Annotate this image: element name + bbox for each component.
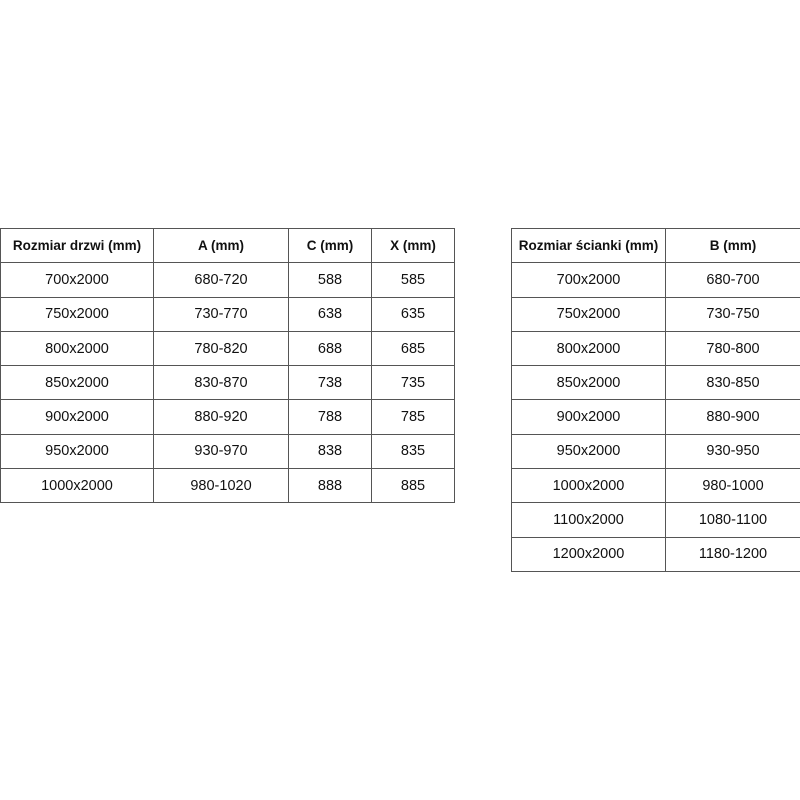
table-cell: 930-970 [153,433,289,470]
table-cell: 900x2000 [511,399,666,435]
table-row: 850x2000 830-870 738 735 [0,365,455,401]
table-cell: 700x2000 [511,262,666,298]
table-row: 700x2000 680-720 588 585 [0,262,455,298]
column-header: B (mm) [665,227,800,264]
table-header-row: Rozmiar drzwi (mm) A (mm) C (mm) X (mm) [0,227,455,264]
table-cell: 585 [371,262,455,298]
table-cell: 638 [288,296,372,332]
table-row: 700x2000 680-700 [511,262,800,298]
table-row: 800x2000 780-820 688 685 [0,330,455,367]
table-row: 900x2000 880-900 [511,399,800,435]
table-cell: 950x2000 [0,433,154,470]
table-cell: 780-800 [665,330,800,367]
table-cell: 685 [371,330,455,367]
table-cell: 980-1000 [665,468,800,504]
table-cell: 735 [371,365,455,401]
table-cell: 800x2000 [511,330,666,367]
table-row: 950x2000 930-970 838 835 [0,433,455,470]
table-cell: 800x2000 [0,330,154,367]
door-size-table: Rozmiar drzwi (mm) A (mm) C (mm) X (mm) 700… [0,227,455,504]
table-cell: 750x2000 [0,296,154,332]
table-header-row: Rozmiar ścianki (mm) B (mm) [511,227,800,264]
table-cell: 888 [288,468,372,504]
table-row: 1200x2000 1180-1200 [511,536,800,572]
table-row: 1000x2000 980-1000 [511,468,800,504]
table-cell: 1180-1200 [665,536,800,572]
table-cell: 830-870 [153,365,289,401]
table-cell: 785 [371,399,455,435]
table-cell: 930-950 [665,433,800,470]
table-cell: 780-820 [153,330,289,367]
table-row: 950x2000 930-950 [511,433,800,470]
table-row: 750x2000 730-770 638 635 [0,296,455,332]
column-header: A (mm) [153,227,289,264]
table-row: 850x2000 830-850 [511,365,800,401]
table-cell: 1200x2000 [511,536,666,572]
table-cell: 880-920 [153,399,289,435]
table-cell: 850x2000 [511,365,666,401]
table-cell: 730-770 [153,296,289,332]
table-cell: 838 [288,433,372,470]
table-row: 1000x2000 980-1020 888 885 [0,468,455,504]
table-cell: 880-900 [665,399,800,435]
table-cell: 1080-1100 [665,502,800,538]
table-cell: 588 [288,262,372,298]
table-row: 900x2000 880-920 788 785 [0,399,455,435]
table-cell: 980-1020 [153,468,289,504]
column-header: Rozmiar ścianki (mm) [511,227,666,264]
table-cell: 738 [288,365,372,401]
table-cell: 1100x2000 [511,502,666,538]
table-cell: 635 [371,296,455,332]
wall-size-table: Rozmiar ścianki (mm) B (mm) 700x2000 680-7… [511,227,800,572]
table-cell: 885 [371,468,455,504]
table-cell: 950x2000 [511,433,666,470]
column-header: Rozmiar drzwi (mm) [0,227,154,264]
table-cell: 900x2000 [0,399,154,435]
table-cell: 730-750 [665,296,800,332]
table-cell: 1000x2000 [511,468,666,504]
table-cell: 830-850 [665,365,800,401]
table-cell: 850x2000 [0,365,154,401]
table-cell: 835 [371,433,455,470]
column-header: X (mm) [371,227,455,264]
table-cell: 1000x2000 [0,468,154,504]
table-cell: 680-720 [153,262,289,298]
table-cell: 788 [288,399,372,435]
table-cell: 750x2000 [511,296,666,332]
table-cell: 680-700 [665,262,800,298]
table-row: 800x2000 780-800 [511,330,800,367]
table-row: 750x2000 730-750 [511,296,800,332]
column-header: C (mm) [288,227,372,264]
table-row: 1100x2000 1080-1100 [511,502,800,538]
table-cell: 700x2000 [0,262,154,298]
table-cell: 688 [288,330,372,367]
